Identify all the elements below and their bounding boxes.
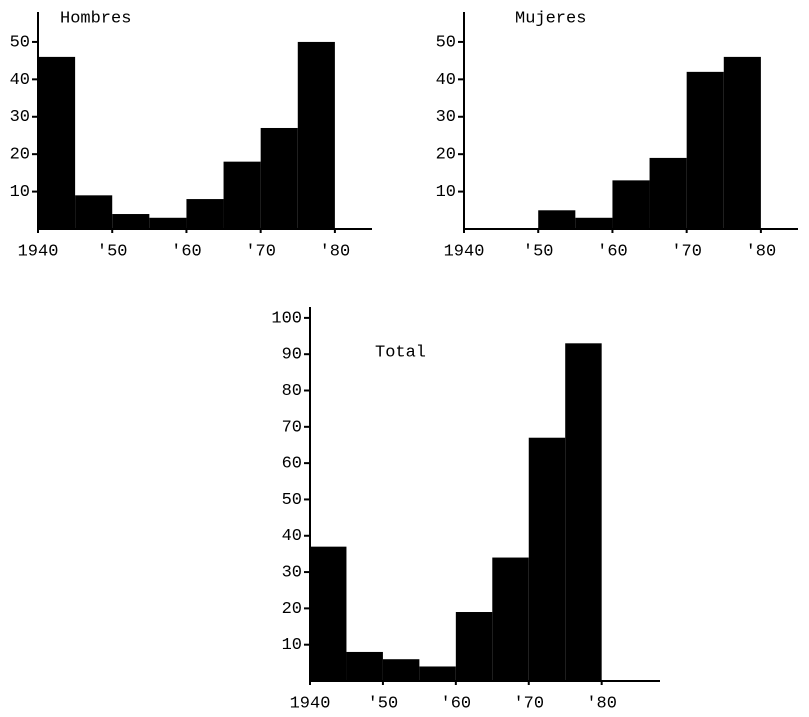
x-tick-label: '60 — [441, 694, 472, 713]
chart-title: Mujeres — [515, 9, 586, 28]
bar — [310, 546, 347, 681]
bar — [723, 56, 761, 230]
bar — [223, 161, 261, 229]
x-tick-label: 1940 — [290, 694, 331, 713]
y-tick-label: 10 — [10, 183, 30, 202]
y-tick-label: 10 — [436, 183, 456, 202]
x-tick-label: '70 — [671, 242, 702, 261]
x-tick-label: '80 — [320, 242, 351, 261]
y-tick-label: 20 — [436, 146, 456, 165]
bar — [260, 127, 298, 229]
bar — [528, 437, 566, 681]
chart-title: Hombres — [60, 9, 131, 28]
x-tick-label: '60 — [597, 242, 628, 261]
bar — [649, 157, 687, 229]
bar — [686, 71, 724, 230]
bar — [38, 56, 76, 230]
bar — [492, 557, 529, 681]
y-tick-label: 30 — [282, 564, 302, 583]
x-tick-label: '70 — [245, 242, 276, 261]
bar — [455, 612, 493, 681]
bar — [419, 666, 456, 681]
x-tick-label: '50 — [523, 242, 554, 261]
x-tick-label: 1940 — [18, 242, 59, 261]
bar — [75, 195, 113, 229]
y-tick-label: 40 — [10, 71, 30, 90]
y-tick-label: 90 — [282, 346, 302, 365]
y-tick-label: 60 — [282, 455, 302, 474]
y-tick-label: 80 — [282, 382, 302, 401]
bar — [149, 217, 187, 229]
y-tick-label: 100 — [271, 309, 302, 328]
y-tick-label: 30 — [10, 108, 30, 127]
x-tick-label: '50 — [97, 242, 128, 261]
bar — [538, 210, 576, 229]
y-tick-label: 40 — [282, 527, 302, 546]
x-tick-label: '80 — [746, 242, 777, 261]
y-tick-label: 40 — [436, 71, 456, 90]
bar — [112, 214, 150, 229]
y-tick-label: 30 — [436, 108, 456, 127]
y-tick-label: 50 — [10, 33, 30, 52]
bar — [186, 199, 224, 229]
bar — [297, 41, 335, 230]
y-tick-label: 10 — [282, 636, 302, 655]
y-tick-label: 50 — [282, 491, 302, 510]
bar — [382, 659, 420, 681]
x-tick-label: '70 — [513, 694, 544, 713]
bar — [565, 343, 602, 681]
y-tick-label: 50 — [436, 33, 456, 52]
bar — [612, 180, 650, 229]
bar — [346, 651, 383, 681]
chart-title: Total — [375, 343, 426, 362]
x-tick-label: '60 — [171, 242, 202, 261]
bar — [575, 217, 613, 229]
x-tick-label: '80 — [586, 694, 617, 713]
x-tick-label: 1940 — [444, 242, 485, 261]
y-tick-label: 70 — [282, 418, 302, 437]
x-tick-label: '50 — [368, 694, 399, 713]
y-tick-label: 20 — [10, 146, 30, 165]
y-tick-label: 20 — [282, 600, 302, 619]
